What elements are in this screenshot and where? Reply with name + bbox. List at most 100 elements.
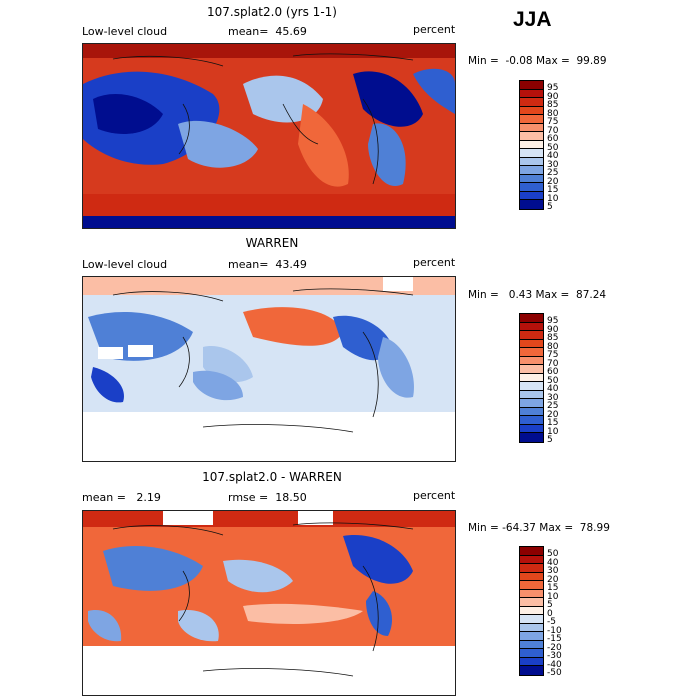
- panel1-map-field: [83, 44, 455, 228]
- panel1-colorbar-labels: 95 90 85 80 75 70 60 50 40 30 25 20 15 10 5: [547, 84, 558, 212]
- panel3-minmax: Min = -64.37 Max = 78.99: [468, 522, 610, 534]
- panel2-colorbar: [519, 313, 544, 443]
- colorbar-tick-label: 30: [547, 159, 559, 170]
- colorbar-tick-label: 75: [547, 350, 559, 360]
- panel3-units-label: percent: [413, 489, 456, 502]
- colorbar-segment: [520, 615, 543, 624]
- panel1-mean-label: mean= 45.69: [228, 25, 307, 38]
- panel3-rmse-label: rmse = 18.50: [228, 491, 307, 504]
- colorbar-segment: [520, 115, 543, 124]
- colorbar-segment: [520, 640, 543, 649]
- panel3-title: 107.splat2.0 - WARREN: [202, 470, 342, 484]
- panel3-colorbar-labels: 50 40 30 20 15 10 5 0 -5 -10 -15 -20 -30 -40 -50: [547, 550, 562, 678]
- colorbar-segment: [520, 407, 543, 416]
- colorbar-tick-label: 25: [547, 401, 559, 411]
- colorbar-tick-label: -10: [547, 625, 562, 636]
- colorbar-segment: [520, 632, 543, 641]
- colorbar-segment: [520, 157, 543, 166]
- colorbar-segment: [520, 373, 543, 382]
- colorbar-tick-label: -20: [547, 642, 562, 653]
- colorbar-segment: [520, 183, 543, 192]
- panel2-title: WARREN: [245, 236, 299, 250]
- colorbar-segment: [520, 348, 543, 357]
- colorbar-segment: [520, 416, 543, 425]
- colorbar-segment: [520, 399, 543, 408]
- colorbar-tick-label: 10: [547, 193, 559, 204]
- colorbar-segment: [520, 98, 543, 107]
- colorbar-segment: [520, 314, 543, 323]
- colorbar-segment: [520, 89, 543, 98]
- colorbar-segment: [520, 572, 543, 581]
- colorbar-segment: [520, 433, 543, 442]
- panel1-map: [82, 43, 456, 229]
- colorbar-segment: [520, 581, 543, 590]
- colorbar-tick-label: 10: [547, 591, 559, 602]
- colorbar-segment: [520, 132, 543, 141]
- colorbar-tick-label: 50: [547, 549, 559, 559]
- panel2-variable-label: Low-level cloud: [82, 258, 168, 271]
- colorbar-tick-label: 15: [547, 418, 559, 428]
- panel2-map-field: [83, 277, 455, 461]
- colorbar-segment: [520, 666, 543, 675]
- panel2-mean-label: mean= 43.49: [228, 258, 307, 271]
- colorbar-segment: [520, 339, 543, 348]
- colorbar-segment: [520, 564, 543, 573]
- panel1-title: 107.splat2.0 (yrs 1-1): [207, 5, 337, 19]
- colorbar-tick-label: 70: [547, 358, 559, 369]
- colorbar-tick-label: 40: [547, 384, 559, 394]
- colorbar-segment: [520, 140, 543, 149]
- panel1-colorbar: [519, 80, 544, 210]
- colorbar-tick-label: 20: [547, 176, 559, 187]
- colorbar-segment: [520, 174, 543, 183]
- colorbar-tick-label: 95: [547, 316, 559, 326]
- colorbar-tick-label: 75: [547, 117, 559, 127]
- colorbar-tick-label: 25: [547, 168, 559, 178]
- colorbar-segment: [520, 424, 543, 433]
- colorbar-tick-label: 5: [547, 600, 553, 610]
- colorbar-tick-label: 0: [547, 608, 553, 619]
- colorbar-tick-label: 15: [547, 185, 559, 195]
- colorbar-segment: [520, 200, 543, 209]
- colorbar-tick-label: 15: [547, 583, 559, 593]
- colorbar-tick-label: 90: [547, 324, 559, 335]
- colorbar-segment: [520, 322, 543, 331]
- panel1-minmax: Min = -0.08 Max = 99.89: [468, 55, 607, 67]
- colorbar-tick-label: 5: [547, 202, 553, 212]
- colorbar-tick-label: -15: [547, 634, 562, 644]
- colorbar-tick-label: 50: [547, 375, 559, 386]
- colorbar-segment: [520, 191, 543, 200]
- colorbar-segment: [520, 657, 543, 666]
- colorbar-segment: [520, 123, 543, 132]
- colorbar-segment: [520, 623, 543, 632]
- colorbar-segment: [520, 356, 543, 365]
- colorbar-tick-label: 10: [547, 426, 559, 437]
- colorbar-segment: [520, 81, 543, 90]
- colorbar-tick-label: -50: [547, 668, 562, 678]
- colorbar-tick-label: 40: [547, 557, 559, 568]
- panel3-colorbar: [519, 546, 544, 676]
- colorbar-segment: [520, 606, 543, 615]
- colorbar-segment: [520, 166, 543, 175]
- panel2-minmax: Min = 0.43 Max = 87.24: [468, 289, 607, 301]
- colorbar-tick-label: 80: [547, 341, 559, 352]
- panel1-variable-label: Low-level cloud: [82, 25, 168, 38]
- colorbar-segment: [520, 589, 543, 598]
- colorbar-tick-label: 20: [547, 574, 559, 585]
- colorbar-tick-label: 50: [547, 142, 559, 153]
- colorbar-tick-label: 85: [547, 333, 559, 343]
- colorbar-tick-label: 60: [547, 367, 559, 377]
- colorbar-segment: [520, 382, 543, 391]
- panel2-colorbar-labels: 95 90 85 80 75 70 60 50 40 30 25 20 15 10 5: [547, 317, 558, 445]
- colorbar-tick-label: 20: [547, 409, 559, 420]
- colorbar-tick-label: 70: [547, 125, 559, 136]
- colorbar-tick-label: 95: [547, 83, 559, 93]
- colorbar-tick-label: 90: [547, 91, 559, 102]
- panel3-map-field: [83, 511, 455, 695]
- panel3-map: [82, 510, 456, 696]
- colorbar-segment: [520, 390, 543, 399]
- colorbar-segment: [520, 547, 543, 556]
- panel3-mean-label: mean = 2.19: [82, 491, 161, 504]
- colorbar-segment: [520, 555, 543, 564]
- colorbar-tick-label: 5: [547, 435, 553, 445]
- panel1-units-label: percent: [413, 23, 456, 36]
